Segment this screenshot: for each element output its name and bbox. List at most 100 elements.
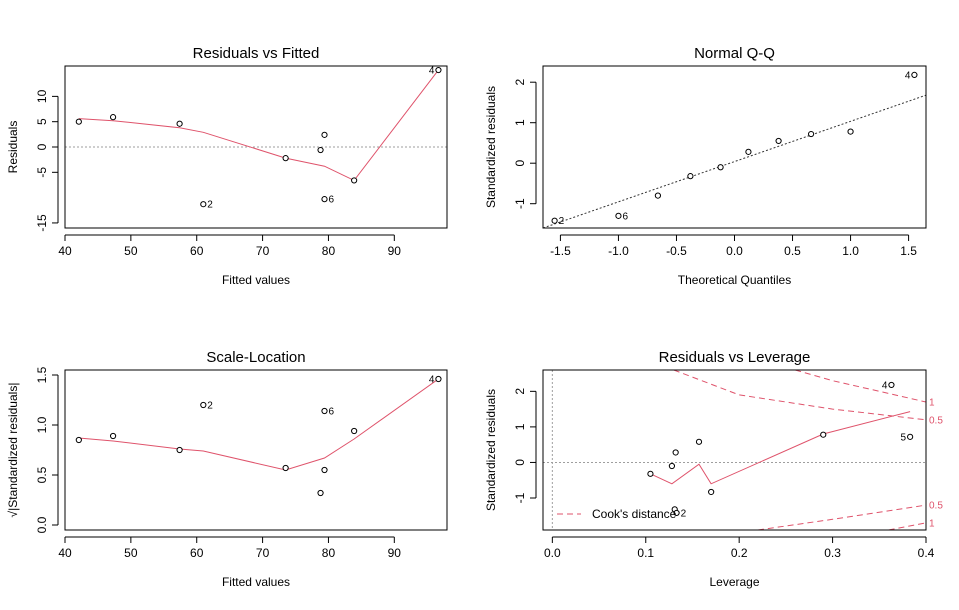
x-axis-label: Fitted values: [222, 575, 290, 589]
y-axis: -15 -5 0 5 10: [35, 89, 59, 232]
legend-label: Cook's distance: [592, 507, 677, 521]
y-axis-label: Standardized residuals: [484, 389, 498, 511]
x-tick-label: 50: [124, 244, 138, 258]
cooks-contour-label: 0.5: [929, 415, 943, 426]
data-point: [647, 470, 654, 477]
data-point: [615, 212, 622, 219]
qq-reference-line: [543, 94, 926, 228]
x-tick-label: 0.1: [637, 546, 654, 560]
x-tick-label: 90: [388, 244, 402, 258]
point-label: 6: [328, 407, 334, 418]
x-axis-label: Theoretical Quantiles: [678, 273, 791, 287]
x-axis-label: Fitted values: [222, 273, 290, 287]
chart-title: Residuals vs Fitted: [193, 45, 320, 62]
point-label: 2: [681, 508, 687, 519]
data-point: [200, 401, 207, 409]
cooks-distance-curve: [888, 522, 926, 530]
data-point: [435, 375, 442, 383]
point-label: 2: [207, 200, 213, 211]
x-tick-label: 0.4: [918, 546, 935, 560]
data-point: [321, 196, 328, 203]
point-label: 4: [429, 375, 435, 386]
data-point: [75, 436, 82, 444]
data-point: [317, 489, 324, 497]
cooks-contour-label: 1: [929, 518, 935, 529]
y-tick-label: 1: [513, 423, 527, 430]
chart-title: Scale-Location: [206, 349, 305, 366]
cooks-contour-label: 1: [929, 398, 935, 409]
point-label: 4: [882, 380, 888, 391]
cooks-distance-curve: [795, 370, 926, 403]
data-point: [911, 71, 918, 79]
x-tick-label: 60: [190, 546, 204, 560]
x-tick-label: -1.5: [550, 244, 571, 258]
cooks-contour-label: 0.5: [929, 501, 943, 512]
data-point: [808, 130, 815, 138]
x-tick-label: 0.3: [824, 546, 841, 560]
data-point: [317, 146, 324, 154]
y-tick-label: 1: [513, 119, 527, 126]
cooks-distance-curve: [673, 370, 926, 421]
plot-frame: [542, 65, 927, 229]
data-point: [351, 177, 358, 184]
data-point: [109, 114, 117, 121]
x-tick-label: -0.5: [666, 244, 687, 258]
plot-panel-1: Residuals vs Fitted Fitted values Residual…: [6, 45, 448, 287]
point-label: 4: [429, 66, 435, 77]
x-axis: -1.5 -1.0 -0.5 0.0 0.5 1.0 1.5: [550, 234, 917, 258]
y-tick-label: 0.0: [35, 516, 49, 533]
y-tick-label: -1: [513, 198, 527, 209]
x-tick-label: 40: [58, 244, 72, 258]
smoother-line: [650, 411, 911, 485]
x-tick-label: 0.5: [784, 244, 801, 258]
x-tick-label: 0.2: [731, 546, 748, 560]
data-point: [775, 137, 782, 145]
data-point: [687, 173, 694, 180]
x-axis-label: Leverage: [709, 575, 759, 589]
plot-panel-3: Scale-Location Fitted values √|Standardize…: [6, 349, 448, 589]
x-tick-label: 90: [388, 546, 402, 560]
y-axis: 0.0 0.5 1.0 1.5: [35, 366, 59, 533]
data-point: [820, 431, 827, 438]
data-point: [673, 509, 680, 517]
x-tick-label: 70: [256, 546, 270, 560]
data-point: [745, 148, 752, 155]
y-axis: -1 0 1 2: [513, 388, 537, 503]
data-point: [321, 407, 328, 415]
y-tick-label: -15: [35, 214, 49, 232]
y-tick-label: 2: [513, 388, 527, 395]
data-point: [109, 432, 117, 440]
x-axis: 40 50 60 70 80 90: [58, 234, 402, 258]
point-label: 6: [622, 211, 628, 222]
data-point: [176, 120, 183, 127]
data-point: [708, 488, 715, 496]
x-tick-label: 50: [124, 546, 138, 560]
point-label: 2: [207, 401, 213, 412]
point-label: 2: [559, 216, 565, 227]
x-tick-label: 40: [58, 546, 72, 560]
plot-area: [65, 69, 447, 182]
x-tick-label: 0.0: [544, 546, 561, 560]
x-tick-label: 70: [256, 244, 270, 258]
x-axis: 0.0 0.1 0.2 0.3 0.4: [544, 536, 935, 560]
y-tick-label: 0: [35, 143, 49, 150]
plot-area: [78, 378, 439, 471]
y-tick-label: 1.0: [35, 416, 49, 433]
y-tick-label: 0.5: [35, 466, 49, 483]
smoother-line: [78, 378, 439, 471]
data-point: [888, 381, 895, 389]
x-tick-label: -1.0: [608, 244, 629, 258]
data-point: [695, 438, 703, 445]
data-point: [847, 128, 854, 135]
data-point: [351, 427, 358, 435]
y-tick-label: 5: [35, 118, 49, 125]
plot-frame: [542, 369, 927, 531]
x-axis: 40 50 60 70 80 90: [58, 536, 402, 560]
data-point: [551, 217, 558, 224]
smoother-line: [78, 69, 439, 182]
point-label: 6: [328, 195, 334, 206]
y-tick-label: 0: [513, 160, 527, 167]
y-tick-label: 0: [513, 459, 527, 466]
data-point: [176, 446, 183, 454]
